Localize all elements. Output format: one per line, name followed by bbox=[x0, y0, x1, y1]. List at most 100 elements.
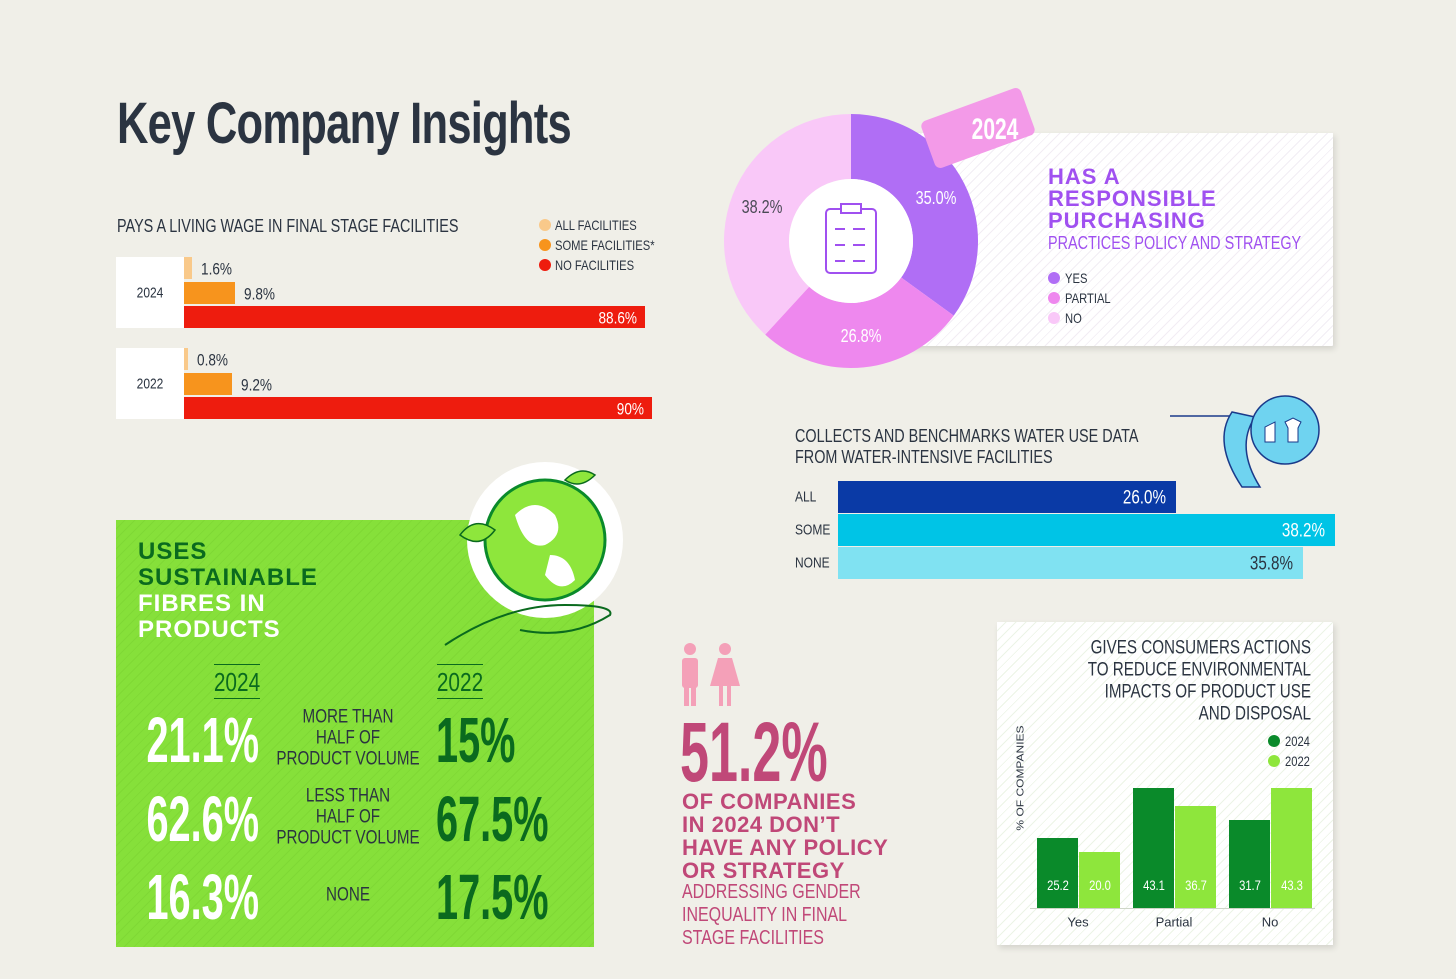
panel-title: SUSTAINABLE bbox=[138, 564, 318, 591]
year-header: 2022 bbox=[436, 667, 484, 697]
value-label: 43.3 bbox=[1280, 877, 1303, 893]
value-label: 88.6% bbox=[598, 308, 637, 328]
gender-text: STAGE FACILITIES bbox=[682, 927, 824, 949]
donut-slice bbox=[724, 114, 851, 335]
value-label: 0.8% bbox=[197, 350, 229, 370]
chart-title: PURCHASING bbox=[1048, 208, 1206, 233]
bar bbox=[1037, 837, 1078, 908]
value-label: 90% bbox=[616, 399, 644, 419]
people-icon bbox=[682, 643, 740, 706]
legend-swatch bbox=[1048, 292, 1060, 304]
chart-title: PAYS A LIVING WAGE IN FINAL STAGE FACILI… bbox=[117, 216, 459, 236]
bar bbox=[184, 348, 189, 370]
year-rule bbox=[437, 664, 483, 665]
year-rule bbox=[437, 698, 483, 699]
value-label: 35.8% bbox=[1250, 553, 1294, 575]
value-label: 26.0% bbox=[1122, 487, 1166, 509]
value-label: 20.0 bbox=[1088, 877, 1111, 893]
category-label: Partial bbox=[1155, 914, 1193, 930]
category-box bbox=[116, 257, 184, 328]
legend-swatch bbox=[1048, 312, 1060, 324]
stat-2022: 17.5% bbox=[436, 861, 549, 933]
stat-label: LESS THAN bbox=[305, 785, 391, 806]
stat-label: HALF OF bbox=[315, 806, 381, 827]
bar bbox=[1133, 788, 1174, 908]
stat-label: MORE THAN bbox=[302, 706, 394, 728]
stat-label: NONE bbox=[326, 884, 370, 906]
chart-subtitle: PRACTICES POLICY AND STRATEGY bbox=[1048, 233, 1302, 253]
stat-label: PRODUCT VOLUME bbox=[276, 827, 420, 848]
bar bbox=[1229, 819, 1270, 908]
bar bbox=[838, 547, 1304, 579]
legend-swatch bbox=[1268, 735, 1280, 747]
legend-swatch bbox=[1048, 272, 1060, 284]
year-tag-label: 2024 bbox=[971, 113, 1019, 146]
panel-title: USES bbox=[138, 538, 208, 565]
bar bbox=[184, 306, 645, 328]
page-title: Key Company Insights bbox=[117, 91, 572, 156]
legend-swatch bbox=[539, 219, 551, 231]
legend-swatch bbox=[1268, 755, 1280, 767]
baseline bbox=[1030, 908, 1315, 909]
legend-label: SOME FACILITIES* bbox=[555, 237, 655, 253]
bar bbox=[838, 481, 1176, 513]
donut-slice bbox=[765, 277, 954, 369]
bar bbox=[184, 397, 652, 419]
value-label: 31.7 bbox=[1238, 877, 1261, 893]
gender-headline: HAVE ANY POLICY bbox=[682, 835, 889, 860]
gender-text: ADDRESSING GENDER bbox=[682, 881, 861, 903]
category-label: Yes bbox=[1067, 914, 1089, 930]
legend-label: 2024 bbox=[1285, 733, 1310, 749]
category-label: No bbox=[1261, 914, 1279, 930]
stat-2024: 16.3% bbox=[146, 861, 259, 933]
chart-title: COLLECTS AND BENCHMARKS WATER USE DATA bbox=[795, 426, 1139, 446]
value-label: 1.6% bbox=[201, 259, 233, 279]
category-label: 2022 bbox=[136, 375, 164, 393]
gender-headline: OR STRATEGY bbox=[682, 858, 845, 883]
legend-label: NO bbox=[1065, 310, 1082, 326]
bar bbox=[184, 257, 193, 279]
y-axis-label: % OF COMPANIES bbox=[1014, 725, 1026, 831]
category-box bbox=[116, 348, 184, 419]
water-icon bbox=[1170, 395, 1320, 488]
category-label: SOME bbox=[795, 521, 831, 539]
stat-2022: 15% bbox=[436, 704, 516, 776]
bar bbox=[838, 514, 1335, 546]
chart-title: RESPONSIBLE bbox=[1048, 186, 1217, 211]
chart-title: IMPACTS OF PRODUCT USE bbox=[1104, 681, 1311, 703]
value-label: 35.0% bbox=[915, 187, 957, 208]
gender-headline: IN 2024 DON’T bbox=[682, 812, 841, 837]
panel-title: PRODUCTS bbox=[138, 616, 281, 643]
gender-text: INEQUALITY IN FINAL bbox=[682, 904, 848, 926]
bar bbox=[1175, 805, 1216, 908]
year-rule bbox=[214, 664, 260, 665]
bar bbox=[1079, 852, 1120, 908]
year-header: 2024 bbox=[213, 667, 261, 697]
category-label: 2024 bbox=[136, 284, 164, 302]
legend-swatch bbox=[539, 259, 551, 271]
chart-title: HAS A bbox=[1048, 164, 1121, 189]
gender-stat: 51.2% bbox=[680, 705, 828, 799]
chart-title: FROM WATER-INTENSIVE FACILITIES bbox=[795, 447, 1053, 467]
stat-2022: 67.5% bbox=[436, 782, 549, 855]
globe-icon bbox=[444, 462, 623, 646]
legend-swatch bbox=[539, 239, 551, 251]
gender-headline: OF COMPANIES bbox=[682, 789, 857, 814]
legend-label: YES bbox=[1065, 270, 1088, 286]
stat-label: PRODUCT VOLUME bbox=[276, 748, 420, 770]
legend-label: 2022 bbox=[1285, 753, 1310, 769]
chart-title: TO REDUCE ENVIRONMENTAL bbox=[1087, 659, 1311, 681]
legend-label: PARTIAL bbox=[1065, 290, 1111, 306]
category-label: ALL bbox=[795, 488, 817, 506]
bar bbox=[1271, 787, 1312, 908]
legend-label: ALL FACILITIES bbox=[555, 217, 637, 233]
chart-title: GIVES CONSUMERS ACTIONS bbox=[1090, 637, 1311, 659]
year-rule bbox=[214, 698, 260, 699]
legend-label: NO FACILITIES bbox=[555, 257, 635, 273]
stat-label: HALF OF bbox=[315, 727, 381, 749]
value-label: 26.8% bbox=[840, 325, 881, 346]
panel-title: FIBRES IN bbox=[138, 590, 266, 617]
value-label: 38.2% bbox=[742, 196, 783, 217]
value-label: 9.8% bbox=[243, 284, 275, 303]
